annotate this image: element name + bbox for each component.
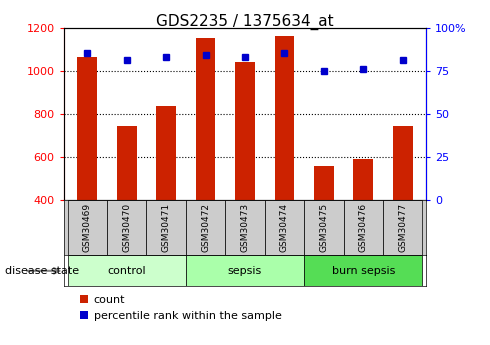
Text: GDS2235 / 1375634_at: GDS2235 / 1375634_at [156,14,334,30]
Bar [343,200,383,255]
Bar [235,62,255,200]
Bar [304,200,343,255]
Bar [353,159,373,200]
Bar [274,36,294,200]
Text: sepsis: sepsis [228,266,262,276]
Text: control: control [107,266,146,276]
Bar [156,106,176,200]
Bar [117,126,137,200]
Text: burn sepsis: burn sepsis [332,266,395,276]
Bar [68,255,186,286]
Bar [196,38,216,200]
Text: GSM30471: GSM30471 [162,203,171,252]
Text: GSM30474: GSM30474 [280,203,289,252]
Bar [147,200,186,255]
Bar [68,200,107,255]
Bar [393,126,413,200]
Bar [107,200,147,255]
Text: GSM30475: GSM30475 [319,203,328,252]
Legend: count, percentile rank within the sample: count, percentile rank within the sample [79,295,281,321]
Text: GSM30476: GSM30476 [359,203,368,252]
Bar [186,200,225,255]
Bar [304,255,422,286]
Bar [265,200,304,255]
Text: GSM30477: GSM30477 [398,203,407,252]
Text: GSM30472: GSM30472 [201,203,210,252]
Bar [186,255,304,286]
Text: GSM30470: GSM30470 [122,203,131,252]
Text: GSM30469: GSM30469 [83,203,92,252]
Bar [225,200,265,255]
Text: GSM30473: GSM30473 [241,203,249,252]
Bar [383,200,422,255]
Bar [314,166,334,200]
Text: disease state: disease state [5,266,79,276]
Bar [77,57,97,200]
